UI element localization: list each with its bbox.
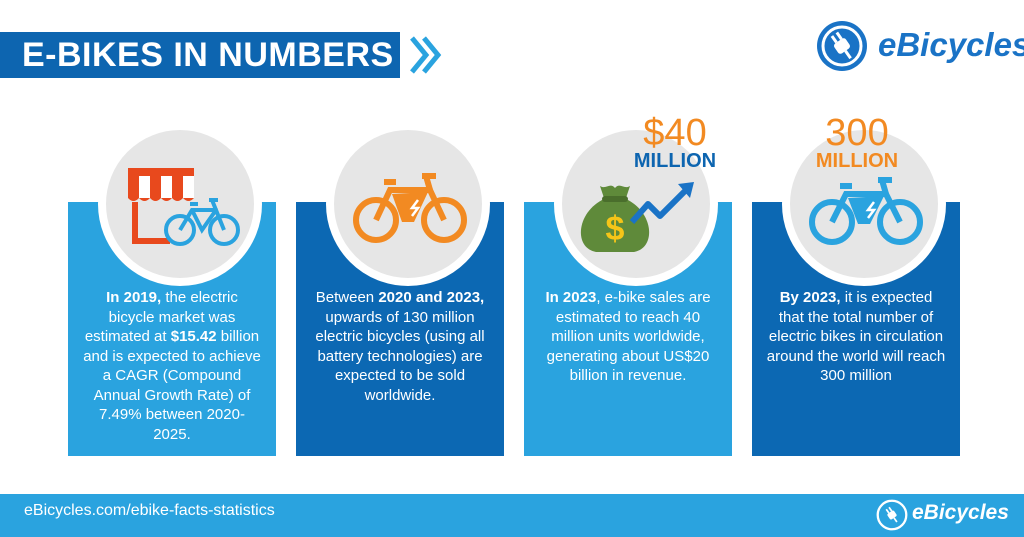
brand-name: eBicycles	[878, 26, 1024, 63]
icon-circle	[782, 122, 946, 286]
svg-text:$: $	[606, 210, 625, 248]
page-title: E-BIKES IN NUMBERS	[22, 36, 394, 74]
brand-logo[interactable]: eBicycles	[814, 18, 1024, 74]
plug-icon	[817, 21, 867, 71]
big-number-revenue: $40	[643, 112, 707, 154]
footer-brand-name: eBicycles	[912, 501, 1009, 524]
card-text-run: $15.42	[170, 328, 217, 345]
card-text-run: By 2023,	[779, 289, 841, 306]
card-text: By 2023, it is expected that the total n…	[766, 288, 946, 386]
card-text: In 2023, e-bike sales are estimated to r…	[538, 288, 718, 386]
card-text-run: , e-bike sales are estimated to reach 40…	[546, 289, 711, 384]
ebike-icon	[809, 177, 923, 245]
big-unit-revenue: MILLION	[633, 150, 717, 172]
icon-circle	[326, 122, 490, 286]
footer-url-link[interactable]: eBicycles.com/ebike-facts-statistics	[24, 502, 275, 519]
money-bag-icon: $	[580, 182, 694, 252]
card-text: In 2019, the electric bicycle market was…	[82, 288, 262, 444]
card-text-run: billion and is expected to achieve a CAG…	[83, 328, 261, 443]
ebike-icon	[353, 173, 467, 243]
card-text-run: Between	[315, 289, 379, 306]
icon-circle: $	[554, 122, 718, 286]
chevron-right-icon	[410, 36, 442, 74]
title-banner: E-BIKES IN NUMBERS	[0, 32, 400, 78]
shop-bike-icon	[128, 168, 240, 246]
footer-brand-logo[interactable]: eBicycles	[876, 498, 1016, 532]
card-text-run: 2020 and 2023,	[378, 289, 485, 306]
footer-bar: eBicycles.com/ebike-facts-statistics eBi…	[0, 494, 1024, 537]
plug-icon	[876, 499, 908, 531]
card-text-run: the electric bicycle market was estimate…	[84, 289, 238, 345]
big-number-circulation: 300	[825, 112, 889, 154]
icon-circle	[98, 122, 262, 286]
card-text-run: it is expected that the total number of …	[766, 289, 946, 384]
big-unit-circulation: MILLION	[815, 150, 899, 172]
card-text-run: In 2023	[545, 289, 597, 306]
card-text-run: In 2019,	[106, 289, 162, 306]
card-text: Between 2020 and 2023, upwards of 130 mi…	[310, 288, 490, 405]
card-text-run: upwards of 130 million electric bicycles…	[315, 308, 485, 404]
